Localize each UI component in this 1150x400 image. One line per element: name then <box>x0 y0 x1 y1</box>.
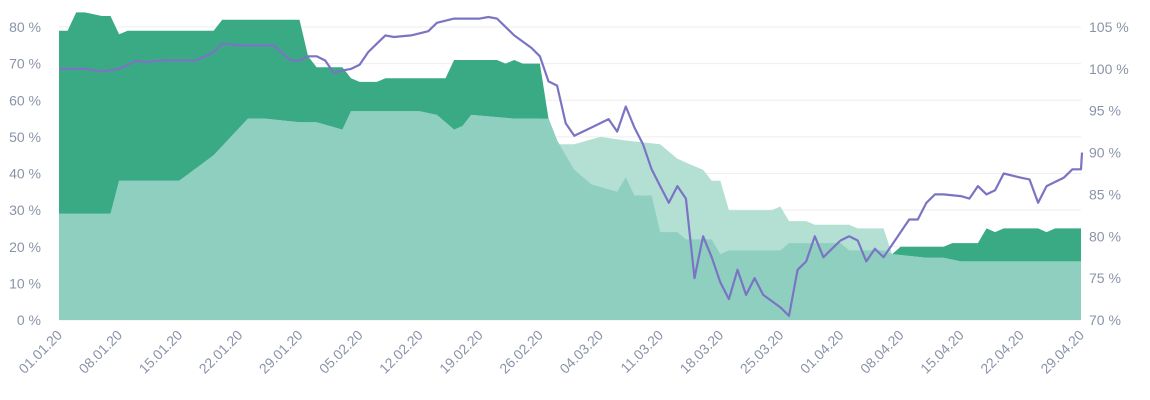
left-tick-label: 0 % <box>17 312 41 328</box>
right-tick-label: 75 % <box>1089 270 1121 286</box>
x-tick-label: 22.01.20 <box>196 327 246 377</box>
x-tick-label: 29.04.20 <box>1037 327 1087 377</box>
line-series <box>59 15 1084 317</box>
x-tick-label: 22.04.20 <box>977 327 1027 377</box>
left-tick-label: 70 % <box>9 56 41 72</box>
area-series <box>59 12 1081 321</box>
x-tick-label: 08.04.20 <box>857 327 907 377</box>
x-tick-label: 19.02.20 <box>436 327 486 377</box>
x-axis-ticks: 01.01.20 08.01.20 15.01.20 22.01.20 29.01.20… <box>15 327 1087 377</box>
line-series-3 <box>59 15 1084 317</box>
left-tick-label: 80 % <box>9 19 41 35</box>
x-tick-label: 26.02.20 <box>496 327 546 377</box>
right-tick-label: 80 % <box>1089 228 1121 244</box>
right-tick-label: 85 % <box>1089 186 1121 202</box>
right-tick-label: 105 % <box>1089 19 1129 35</box>
x-tick-label: 01.04.20 <box>797 327 847 377</box>
right-tick-label: 95 % <box>1089 103 1121 119</box>
x-tick-label: 01.01.20 <box>15 327 65 377</box>
area-series-2 <box>59 111 1081 320</box>
x-tick-label: 25.03.20 <box>737 327 787 377</box>
left-axis-ticks: 0 % 10 % 20 % 30 % 40 % 50 % 60 % 70 % 80 % <box>9 19 41 328</box>
left-tick-label: 50 % <box>9 129 41 145</box>
x-tick-label: 15.04.20 <box>917 327 967 377</box>
right-tick-label: 90 % <box>1089 145 1121 161</box>
left-tick-label: 60 % <box>9 92 41 108</box>
right-tick-label: 100 % <box>1089 61 1129 77</box>
x-tick-label: 05.02.20 <box>316 327 366 377</box>
x-tick-label: 29.01.20 <box>256 327 306 377</box>
x-tick-label: 11.03.20 <box>617 327 666 376</box>
left-tick-label: 10 % <box>9 275 41 291</box>
right-axis-ticks: 70 % 75 % 80 % 85 % 90 % 95 % 100 % 105 % <box>1089 19 1129 328</box>
left-tick-label: 20 % <box>9 239 41 255</box>
left-tick-label: 40 % <box>9 166 41 182</box>
x-tick-label: 15.01.20 <box>136 327 186 377</box>
x-tick-label: 04.03.20 <box>556 327 606 377</box>
x-tick-label: 18.03.20 <box>677 327 727 377</box>
x-tick-label: 12.02.20 <box>376 327 426 377</box>
x-tick-label: 08.01.20 <box>75 327 125 377</box>
right-tick-label: 70 % <box>1089 312 1121 328</box>
left-tick-label: 30 % <box>9 202 41 218</box>
